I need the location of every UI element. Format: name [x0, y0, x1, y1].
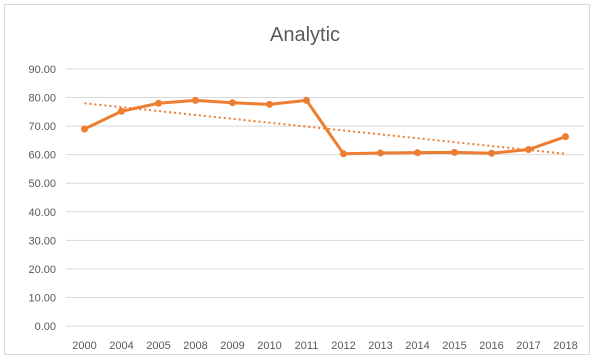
data-point: [377, 149, 384, 157]
y-tick-label: 90.00: [28, 64, 56, 76]
y-tick-label: 80.00: [28, 93, 56, 105]
x-tick-label: 2017: [516, 340, 540, 352]
x-tick-label: 2018: [553, 340, 577, 352]
x-tick-label: 2013: [368, 340, 392, 352]
data-point: [81, 125, 88, 133]
x-tick-label: 2010: [257, 340, 281, 352]
y-tick-label: 40.00: [28, 207, 56, 219]
x-tick-label: 2015: [442, 340, 466, 352]
y-tick-label: 10.00: [28, 292, 56, 304]
data-point: [488, 149, 495, 157]
x-tick-label: 2011: [295, 340, 319, 352]
x-axis: 2000 2004 2005 2008 2009 2010 2011 2012 2013 2014…: [72, 340, 577, 352]
data-point: [155, 99, 162, 107]
y-axis: 0.00 10.00 20.00 30.00 40.00 50.00 60.00 70.00 8…: [28, 64, 56, 333]
data-point: [525, 146, 532, 154]
x-tick-label: 2000: [72, 340, 96, 352]
data-point: [118, 107, 125, 115]
x-tick-label: 2009: [220, 340, 244, 352]
y-tick-label: 70.00: [28, 121, 56, 133]
data-point: [414, 149, 421, 157]
data-point: [192, 96, 199, 104]
x-tick-label: 2008: [183, 340, 207, 352]
x-tick-label: 2012: [331, 340, 355, 352]
data-point: [451, 148, 458, 156]
y-tick-label: 30.00: [28, 235, 56, 247]
data-point: [229, 99, 236, 107]
chart-title: Analytic: [270, 24, 340, 46]
y-tick-label: 60.00: [28, 150, 56, 162]
data-point: [266, 100, 273, 108]
data-point: [303, 96, 310, 104]
x-tick-label: 2016: [479, 340, 503, 352]
y-tick-label: 0.00: [35, 321, 56, 333]
y-tick-label: 20.00: [28, 264, 56, 276]
y-tick-label: 50.00: [28, 178, 56, 190]
data-point: [340, 150, 347, 158]
x-tick-label: 2014: [405, 340, 429, 352]
series-line: [83, 98, 566, 156]
series: [81, 96, 569, 158]
chart-frame: [4, 4, 590, 355]
gridlines: [66, 68, 584, 327]
x-tick-label: 2004: [109, 340, 133, 352]
x-tick-label: 2005: [146, 340, 170, 352]
data-point: [562, 133, 569, 141]
